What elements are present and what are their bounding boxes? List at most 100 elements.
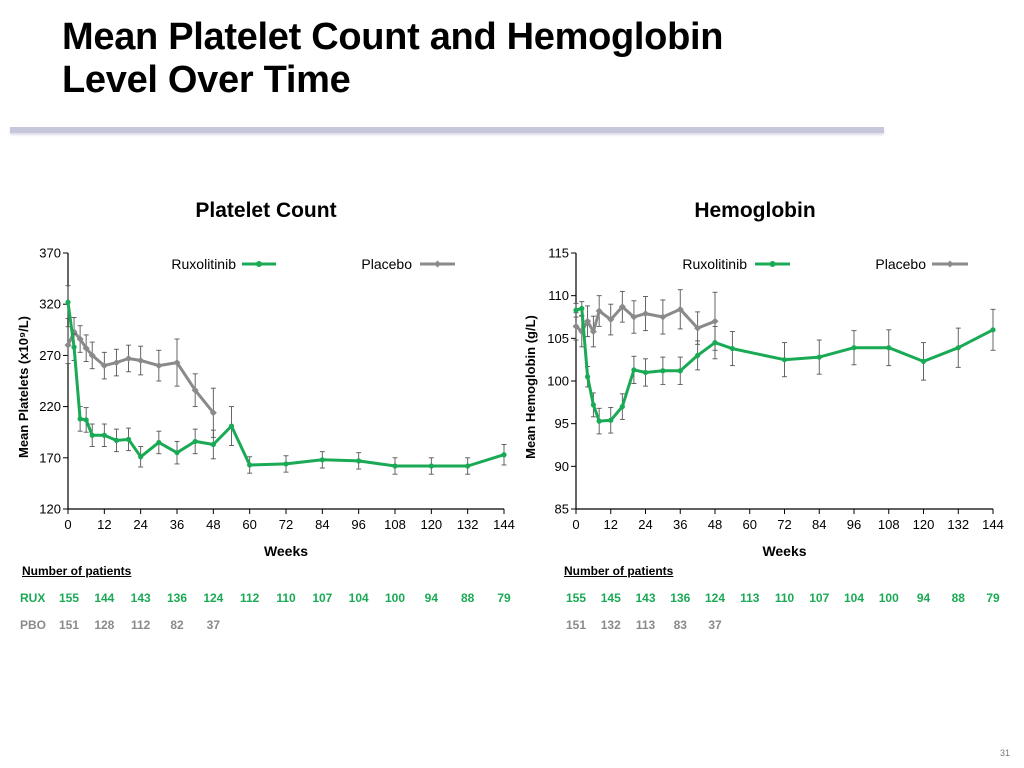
x-tick-label: 24: [133, 517, 147, 532]
x-tick-label: 48: [708, 517, 722, 532]
data-point: [573, 307, 579, 313]
patients-count-cell: 113: [635, 618, 656, 632]
y-axis-label: Mean Platelets (x10⁹/L): [16, 316, 31, 458]
x-tick-label: 60: [743, 517, 757, 532]
slide-title-line-2: Level Over Time: [62, 58, 351, 101]
data-point: [695, 352, 701, 358]
patients-row-label: RUX: [20, 591, 46, 605]
data-point: [619, 404, 625, 410]
data-point: [607, 316, 615, 324]
data-point: [192, 438, 198, 445]
data-point: [677, 368, 683, 374]
legend-item-placebo: Placebo: [875, 256, 968, 272]
series-ruxolitinib: [65, 285, 507, 475]
x-tick-label: 144: [493, 517, 515, 532]
x-tick-label: 0: [572, 517, 579, 532]
patients-count-cell: 112: [130, 618, 151, 632]
x-axis-label: Weeks: [264, 543, 308, 559]
y-tick-label: 170: [39, 450, 61, 465]
patients-count-cell: 104: [843, 591, 865, 605]
data-point: [851, 345, 857, 351]
data-point: [88, 351, 96, 359]
data-point: [729, 345, 735, 352]
data-point: [589, 328, 597, 336]
data-point: [660, 368, 666, 374]
data-point: [83, 417, 89, 423]
patients-row-placebo: PBO 151 128 112 82 37: [0, 618, 1024, 634]
data-point: [64, 341, 72, 349]
data-point: [676, 305, 684, 313]
y-axis-label: Mean Hemoglobin (g/L): [523, 315, 538, 459]
x-tick-label: 72: [777, 517, 791, 532]
patients-count-cell: 79: [497, 591, 511, 605]
patients-count-cell: 151: [58, 618, 80, 632]
data-point: [584, 317, 592, 325]
patients-row-label: PBO: [20, 618, 47, 632]
patients-count-cell: 155: [58, 591, 80, 605]
series-ruxolitinib: [573, 301, 996, 435]
data-point: [781, 357, 788, 363]
y-tick-label: 110: [548, 288, 569, 303]
data-point: [990, 327, 996, 333]
data-point: [155, 362, 163, 370]
patients-count-cell: 37: [708, 618, 722, 632]
data-point: [209, 409, 217, 417]
y-tick-label: 105: [547, 331, 569, 346]
legend-label: Ruxolitinib: [171, 256, 236, 272]
legend-label: Ruxolitinib: [682, 256, 747, 272]
patients-count-cell: 143: [130, 591, 151, 605]
data-point: [71, 344, 77, 350]
data-point: [283, 461, 289, 467]
data-point: [173, 359, 181, 367]
patients-count-cell: 113: [740, 591, 760, 605]
x-tick-label: 144: [982, 517, 1004, 532]
legend-label: Placebo: [875, 256, 926, 272]
y-tick-label: 85: [555, 502, 569, 517]
y-tick-label: 120: [39, 502, 61, 517]
legend-item-ruxolitinib: Ruxolitinib: [171, 256, 276, 272]
chart-platelet-count: Platelet Count 120 170 220 270 320 370 0 12 24 36 4…: [16, 199, 515, 559]
patients-count-cell: 110: [774, 591, 795, 605]
x-tick-label: 36: [170, 517, 184, 532]
x-tick-label: 108: [878, 517, 900, 532]
patients-row-placebo: 151 132 113 83 37: [0, 618, 1024, 634]
chart-title: Hemoglobin: [694, 199, 815, 222]
data-point: [618, 303, 626, 311]
data-point: [100, 362, 108, 370]
slide-number: 31: [1000, 748, 1011, 758]
x-tick-label: 120: [913, 517, 935, 532]
legend-marker: [434, 260, 441, 268]
y-tick-label: 320: [39, 297, 61, 312]
data-point: [572, 322, 580, 330]
patients-count-cell: 155: [565, 591, 587, 605]
data-point: [630, 313, 638, 321]
patients-count-cell: 124: [203, 591, 224, 605]
patients-count-cell: 110: [276, 591, 296, 605]
slide-title-line-1: Mean Platelet Count and Hemoglobin: [62, 16, 724, 58]
patients-count-cell: 112: [239, 591, 260, 605]
legend-label: Placebo: [361, 256, 412, 272]
y-tick-label: 100: [547, 374, 569, 389]
x-axis-label: Weeks: [762, 543, 806, 559]
patients-count-cell: 104: [348, 591, 369, 605]
x-tick-label: 132: [947, 517, 969, 532]
data-point: [595, 307, 603, 315]
patients-count-cell: 37: [206, 618, 221, 632]
x-tick-label: 96: [847, 517, 861, 532]
data-point: [89, 432, 95, 438]
patients-count-cell: 124: [704, 591, 726, 605]
x-tick-label: 72: [279, 517, 293, 532]
data-point: [694, 324, 702, 332]
number-of-patients-header: Number of patients: [564, 564, 674, 578]
legend-marker: [946, 260, 954, 268]
patients-count-cell: 107: [809, 591, 830, 605]
x-tick-label: 132: [457, 517, 479, 532]
data-point: [642, 369, 649, 376]
x-tick-label: 96: [351, 517, 365, 532]
data-point: [584, 374, 591, 380]
legend-item-ruxolitinib: Ruxolitinib: [682, 256, 790, 272]
data-point: [642, 310, 649, 318]
patients-count-cell: 94: [916, 591, 931, 605]
data-point: [228, 423, 235, 429]
data-point: [82, 344, 90, 352]
